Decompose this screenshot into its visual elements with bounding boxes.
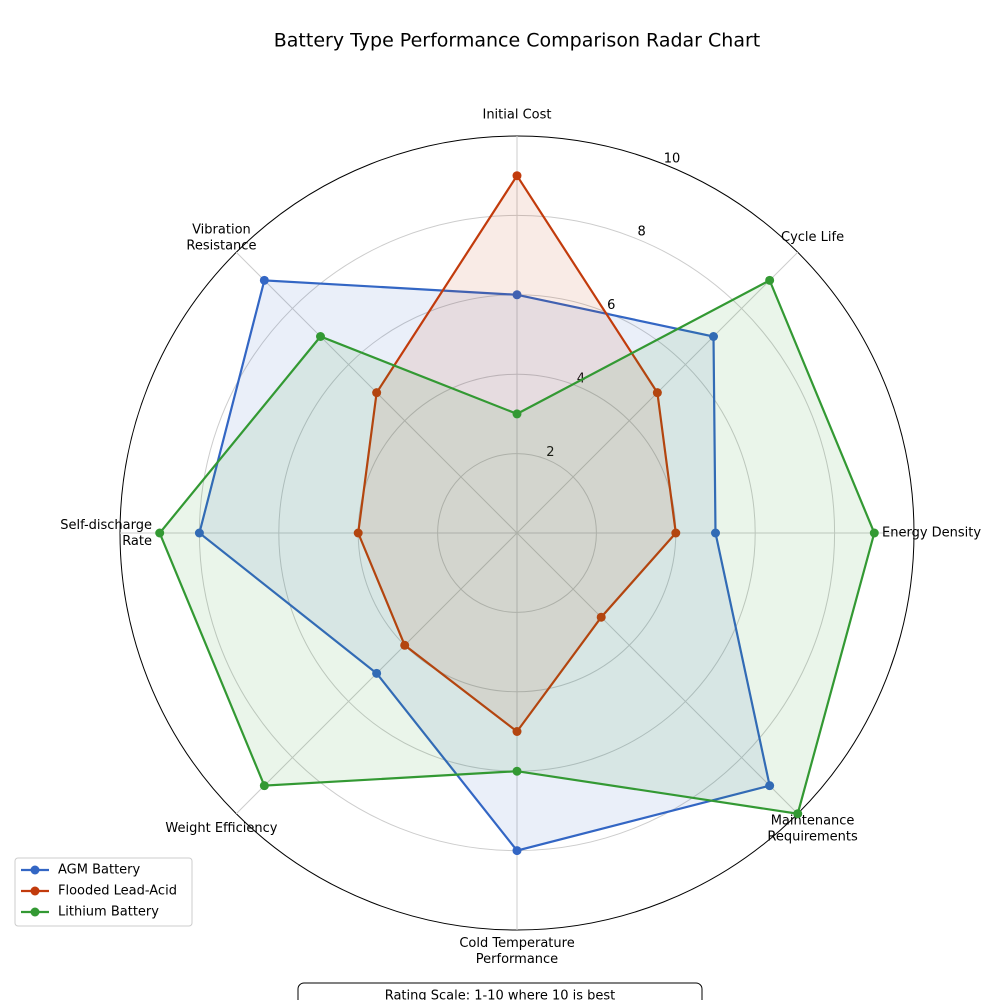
series-point bbox=[512, 766, 522, 776]
series-point bbox=[512, 846, 522, 856]
series-point bbox=[793, 809, 803, 819]
legend: AGM Battery Flooded Lead-Acid Lithium Batt… bbox=[14, 857, 193, 927]
series-point bbox=[671, 528, 681, 538]
series-point bbox=[765, 781, 775, 791]
series-point bbox=[512, 727, 522, 736]
r-tick-label: 4 bbox=[577, 371, 585, 386]
axis-label: Initial Cost bbox=[482, 108, 551, 123]
axis-label: Weight Efficiency bbox=[165, 821, 277, 836]
r-tick-label: 6 bbox=[607, 298, 615, 313]
legend-marker bbox=[30, 907, 40, 917]
axis-label: Cycle Life bbox=[781, 230, 844, 245]
series-point bbox=[353, 528, 363, 538]
series-area bbox=[358, 175, 676, 732]
series-point bbox=[869, 528, 879, 538]
series-point bbox=[194, 528, 204, 538]
axis-label: Self-discharge Rate bbox=[60, 518, 152, 549]
r-tick-label: 8 bbox=[637, 225, 645, 240]
plot-area: Initial Cost Cycle Life Energy Density Main… bbox=[60, 108, 981, 967]
axis-label: Cold Temperature Performance bbox=[459, 936, 574, 967]
series-point bbox=[652, 388, 662, 398]
series-point bbox=[259, 275, 269, 285]
series-point bbox=[709, 331, 719, 341]
series-point bbox=[512, 171, 522, 181]
series-area bbox=[159, 280, 875, 814]
spoke bbox=[516, 532, 799, 815]
series-point bbox=[259, 781, 269, 791]
series-point bbox=[372, 388, 382, 398]
legend-label: Lithium Battery bbox=[58, 905, 159, 920]
series-area bbox=[199, 280, 770, 851]
series-point bbox=[315, 331, 325, 341]
r-tick-label: 10 bbox=[664, 151, 681, 166]
legend-marker bbox=[30, 886, 40, 896]
series-point bbox=[155, 528, 165, 538]
annotation: Rating Scale: 1-10 where 10 is best bbox=[385, 989, 616, 1001]
series-point bbox=[400, 640, 410, 650]
annotation-box bbox=[297, 982, 703, 1004]
r-tick-label: 2 bbox=[546, 445, 554, 460]
axis-label: Vibration Resistance bbox=[186, 222, 256, 253]
legend-marker bbox=[30, 865, 40, 875]
series-point bbox=[512, 290, 522, 300]
legend-box bbox=[14, 857, 193, 927]
series-point bbox=[372, 668, 382, 678]
legend-label: Flooded Lead-Acid bbox=[58, 884, 177, 899]
chart-title: Battery Type Performance Comparison Rada… bbox=[274, 30, 760, 52]
series-point bbox=[711, 528, 720, 538]
series-point bbox=[596, 612, 606, 622]
axis-label: Maintenance Requirements bbox=[767, 813, 858, 844]
axis-label: Energy Density bbox=[882, 526, 981, 541]
series-point bbox=[512, 409, 522, 419]
series-point bbox=[765, 275, 775, 285]
legend-label: AGM Battery bbox=[58, 863, 141, 878]
